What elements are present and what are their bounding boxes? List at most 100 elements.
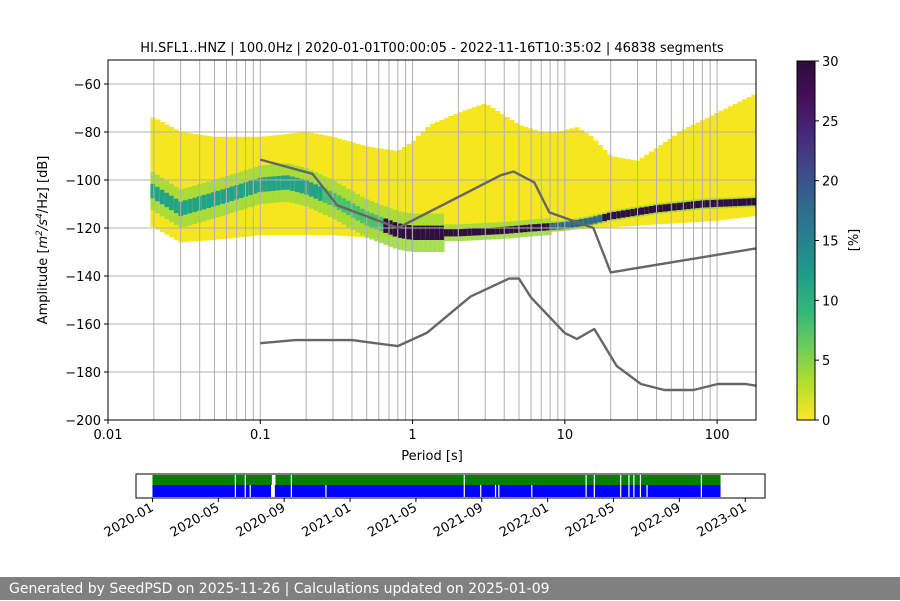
psd-band-core [499, 226, 506, 235]
timeline-gap [274, 475, 276, 485]
psd-column [704, 117, 711, 222]
psd-band-core [504, 226, 510, 234]
timeline-gap [498, 485, 500, 497]
psd-band-core [318, 186, 324, 201]
psd-column [662, 141, 669, 224]
psd-column [574, 127, 580, 230]
colorbar-ticks: 0 5 10 15 20 25 30 [815, 55, 839, 429]
psd-band-core [658, 204, 664, 212]
psd-column [509, 119, 515, 234]
psd-column [369, 147, 375, 238]
timeline-gap [700, 485, 702, 497]
timeline-gap [244, 485, 246, 497]
psd-column [420, 131, 426, 238]
psd-band-core [411, 225, 417, 240]
timeline-gap [244, 475, 246, 485]
psd-column [625, 159, 631, 227]
psd-band-core [588, 217, 594, 225]
colorbar-tick-label: 15 [822, 235, 839, 250]
noise-models [259, 158, 756, 392]
y-axis-label-m: m [36, 236, 51, 249]
y-axis-label-mid: /s [36, 219, 51, 231]
timeline-tick-label: 2021-09 [431, 500, 486, 540]
psd-column [374, 147, 380, 238]
psd-column [592, 140, 599, 229]
psd-band-core [434, 225, 440, 240]
y-axis-label-prefix: Amplitude [ [36, 248, 51, 324]
y-tick-label: −160 [65, 318, 101, 333]
psd-band-core [401, 224, 408, 239]
psd-band-core [620, 210, 627, 218]
timeline-gap [271, 485, 273, 497]
psd-column [155, 119, 161, 230]
psd-column [434, 121, 440, 237]
timeline-tick-label: 2020-09 [234, 500, 289, 540]
psd-column [448, 115, 454, 237]
y-axis-label-exp2: 4 [35, 213, 45, 219]
x-tick-label: 1 [408, 428, 416, 443]
psd-column [350, 142, 357, 237]
psd-band-core [471, 228, 478, 236]
footer-bar: Generated by SeedPSD on 2025-11-26 | Cal… [0, 577, 900, 600]
psd-column [183, 132, 189, 243]
psd-column [383, 149, 389, 238]
psd-band-core [271, 176, 277, 191]
psd-column [667, 138, 673, 224]
footer-text: Generated by SeedPSD on 2025-11-26 | Cal… [9, 581, 550, 597]
psd-band-core [266, 176, 273, 192]
data-availability-timeline [152, 475, 721, 497]
timeline-gap [700, 475, 702, 485]
psd-column [658, 145, 664, 225]
psd-column [639, 157, 645, 226]
timeline-gap [234, 485, 236, 497]
psd-band-core [644, 206, 650, 214]
psd-band-core [518, 225, 524, 233]
psd-band-core [378, 216, 384, 232]
timeline-tick-label: 2022-09 [629, 500, 684, 540]
nhnm-line [259, 158, 756, 274]
psd-band-core [509, 226, 515, 234]
psd-column [495, 111, 501, 235]
psd-band-core [192, 197, 198, 213]
psd-band-core [462, 228, 468, 237]
timeline-frame [135, 473, 766, 499]
psd-band-core [746, 198, 752, 206]
psd-band-core [686, 201, 692, 210]
psd-column [709, 115, 715, 222]
psd-band-core [467, 228, 473, 236]
timeline-tick-label: 2022-01 [497, 500, 552, 540]
psd-column [425, 127, 431, 238]
psd-column [443, 117, 450, 237]
psd-column [723, 108, 729, 220]
psd-band-core [383, 218, 389, 233]
psd-band-core [252, 179, 259, 194]
psd-band-core [420, 225, 426, 240]
colorbar-label: [%] [847, 229, 862, 252]
psd-column [457, 112, 464, 237]
psd-band-core [611, 211, 617, 220]
psd-band-core [201, 194, 207, 210]
psd-band-core [523, 224, 529, 233]
psd-column [569, 128, 575, 230]
psd-column [611, 156, 617, 228]
psd-column [751, 94, 756, 217]
y-tick-label: −120 [65, 222, 101, 237]
timeline-gap [585, 485, 587, 497]
psd-band-core [206, 193, 212, 209]
psd-band-core [495, 227, 501, 235]
psd-band-core [164, 192, 170, 208]
psd-band-core [243, 182, 249, 197]
psd-band-core [322, 188, 329, 203]
colorbar-tick-label: 0 [822, 414, 830, 429]
psd-band-core [415, 225, 422, 240]
psd-column [411, 140, 417, 238]
timeline-gap [290, 475, 292, 485]
psd-column [560, 130, 566, 231]
psd-column [392, 150, 398, 238]
timeline-gap [249, 485, 251, 497]
x-axis: 0.01 0.1 1 10 100 [94, 420, 730, 443]
psd-band-core [597, 215, 603, 223]
psd-band-core [728, 199, 734, 207]
y-axis-label-suffix: /Hz] [dB] [36, 156, 51, 214]
timeline-gap [234, 475, 236, 485]
